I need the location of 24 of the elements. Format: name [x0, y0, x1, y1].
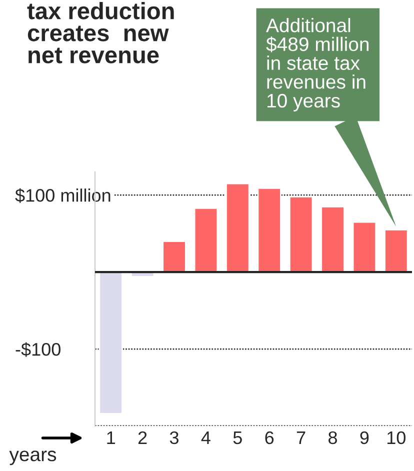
text: Additional $489 million in state tax revenues in 10 years — [266, 18, 368, 112]
x-tick-label: 10 — [387, 431, 406, 444]
x-tick-label: 6 — [265, 431, 274, 444]
x-axis-title: years — [9, 450, 56, 466]
bar — [352, 221, 377, 273]
x-tick-label: 9 — [360, 431, 369, 444]
bar — [257, 187, 282, 273]
x-tick-label: 1 — [107, 432, 115, 444]
chart-title: tax reduction creates new net revenue — [27, 2, 174, 64]
x-tick-label: 7 — [296, 432, 306, 444]
x-tick-label: 2 — [138, 431, 147, 444]
x-tick-label: 8 — [328, 431, 337, 444]
bar — [384, 229, 408, 273]
x-tick-label: 3 — [170, 431, 178, 444]
bar — [288, 196, 314, 273]
bar — [226, 182, 250, 273]
y-tick-label: $100 million — [15, 188, 110, 203]
bar — [162, 240, 186, 273]
y-tick-label: -$100 — [16, 342, 60, 357]
x-tick-label: 4 — [201, 432, 210, 444]
bar — [98, 271, 123, 414]
bar — [194, 207, 218, 273]
bar — [320, 206, 345, 273]
x-tick-label: 5 — [233, 432, 242, 444]
